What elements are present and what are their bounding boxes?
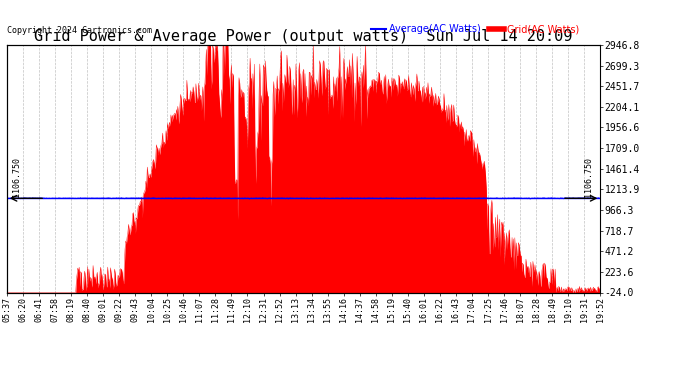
Text: Copyright 2024 Cartronics.com: Copyright 2024 Cartronics.com <box>7 26 152 35</box>
Legend: Average(AC Watts), Grid(AC Watts): Average(AC Watts), Grid(AC Watts) <box>367 20 584 38</box>
Text: 1106.750: 1106.750 <box>584 157 593 196</box>
Text: 1106.750: 1106.750 <box>12 157 21 196</box>
Title: Grid Power & Average Power (output watts)  Sun Jul 14 20:09: Grid Power & Average Power (output watts… <box>34 29 573 44</box>
